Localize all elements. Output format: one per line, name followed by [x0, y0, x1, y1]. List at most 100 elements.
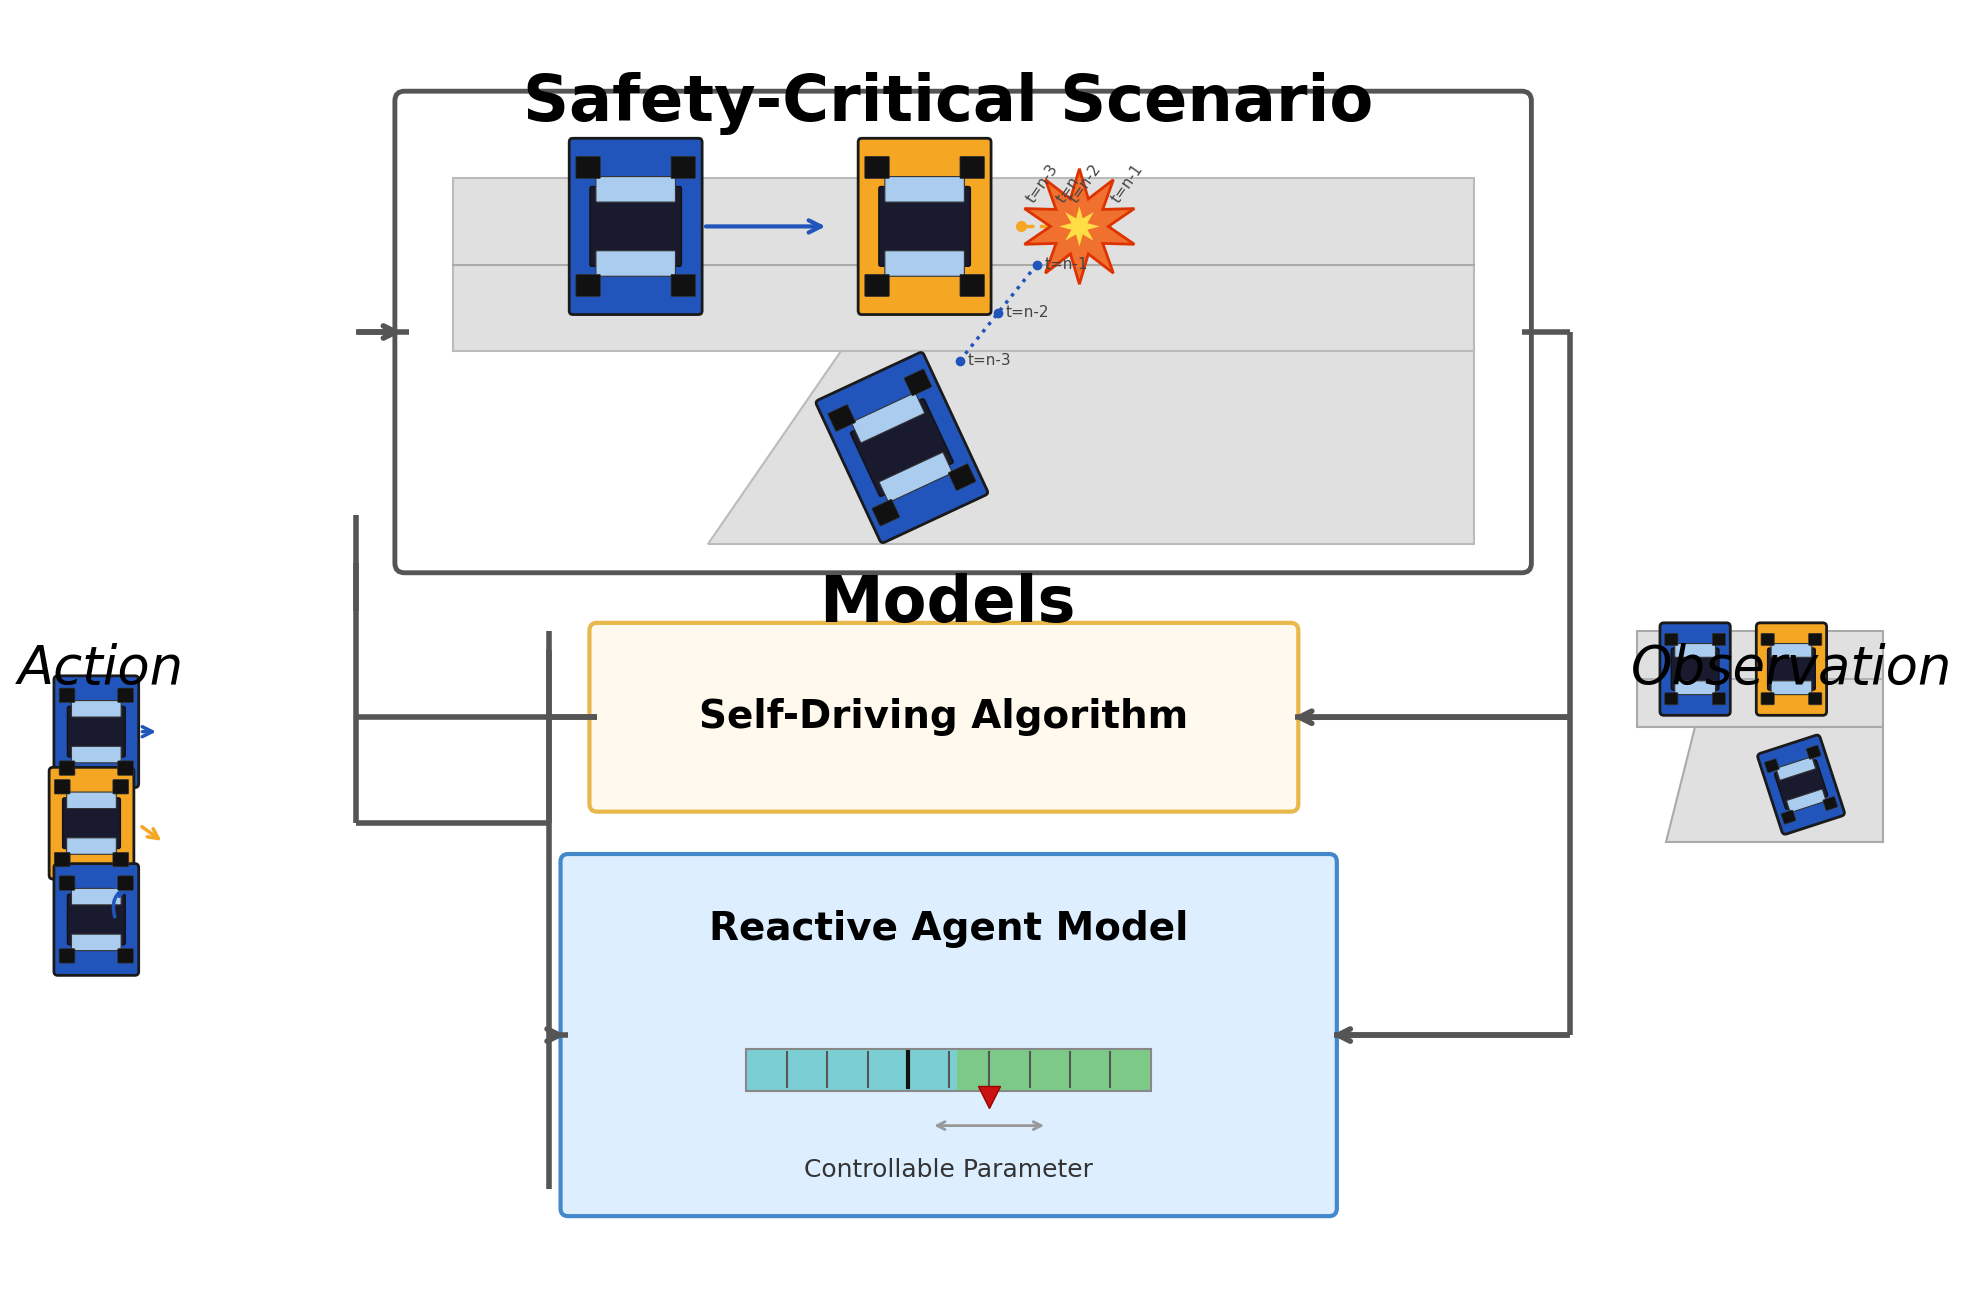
FancyBboxPatch shape [960, 156, 984, 178]
FancyBboxPatch shape [829, 405, 856, 431]
FancyBboxPatch shape [118, 761, 134, 775]
FancyBboxPatch shape [118, 876, 134, 890]
FancyBboxPatch shape [67, 894, 126, 944]
FancyBboxPatch shape [71, 934, 122, 951]
FancyBboxPatch shape [1675, 681, 1716, 694]
FancyBboxPatch shape [569, 138, 703, 315]
FancyBboxPatch shape [1757, 735, 1844, 835]
FancyBboxPatch shape [453, 178, 1474, 351]
Text: t=n-1: t=n-1 [1045, 257, 1088, 272]
FancyBboxPatch shape [53, 676, 138, 787]
Text: t=n: t=n [1053, 173, 1082, 205]
FancyBboxPatch shape [396, 92, 1531, 573]
Text: Controllable Parameter: Controllable Parameter [805, 1158, 1092, 1183]
FancyBboxPatch shape [577, 275, 600, 297]
FancyBboxPatch shape [903, 369, 931, 396]
FancyBboxPatch shape [112, 853, 128, 867]
FancyBboxPatch shape [864, 275, 890, 297]
FancyBboxPatch shape [872, 499, 899, 526]
FancyBboxPatch shape [1661, 623, 1730, 715]
Text: t=n-3: t=n-3 [968, 353, 1012, 369]
FancyBboxPatch shape [1775, 760, 1828, 809]
FancyBboxPatch shape [815, 351, 988, 544]
FancyBboxPatch shape [880, 187, 970, 266]
FancyBboxPatch shape [71, 747, 122, 762]
FancyBboxPatch shape [53, 863, 138, 975]
FancyBboxPatch shape [1765, 759, 1779, 773]
FancyBboxPatch shape [858, 138, 992, 315]
FancyBboxPatch shape [960, 275, 984, 297]
Polygon shape [708, 351, 1474, 544]
FancyBboxPatch shape [1809, 633, 1822, 645]
FancyBboxPatch shape [1665, 693, 1679, 704]
FancyBboxPatch shape [67, 707, 126, 757]
FancyBboxPatch shape [1761, 693, 1775, 704]
FancyBboxPatch shape [850, 399, 953, 497]
FancyBboxPatch shape [671, 156, 695, 178]
FancyBboxPatch shape [1761, 633, 1775, 645]
FancyBboxPatch shape [67, 837, 116, 854]
FancyBboxPatch shape [1665, 633, 1679, 645]
FancyBboxPatch shape [71, 700, 122, 717]
FancyBboxPatch shape [1659, 623, 1730, 716]
FancyBboxPatch shape [49, 768, 134, 878]
FancyBboxPatch shape [55, 779, 71, 793]
FancyBboxPatch shape [1767, 648, 1814, 690]
FancyBboxPatch shape [59, 688, 75, 703]
FancyBboxPatch shape [63, 797, 120, 849]
FancyBboxPatch shape [1781, 810, 1797, 824]
Text: Models: Models [819, 573, 1076, 635]
Polygon shape [1025, 169, 1134, 284]
FancyBboxPatch shape [886, 177, 964, 203]
FancyBboxPatch shape [671, 275, 695, 297]
FancyBboxPatch shape [1822, 796, 1838, 810]
FancyBboxPatch shape [886, 250, 964, 276]
FancyBboxPatch shape [71, 889, 122, 904]
Text: t=n-2: t=n-2 [1006, 306, 1049, 320]
Polygon shape [1059, 206, 1100, 246]
FancyBboxPatch shape [1809, 693, 1822, 704]
FancyBboxPatch shape [1755, 623, 1826, 716]
FancyBboxPatch shape [590, 187, 681, 266]
FancyBboxPatch shape [49, 768, 134, 880]
FancyBboxPatch shape [596, 177, 675, 203]
FancyBboxPatch shape [118, 688, 134, 703]
Text: Action: Action [18, 644, 185, 695]
FancyBboxPatch shape [561, 854, 1336, 1216]
FancyBboxPatch shape [55, 863, 138, 975]
FancyBboxPatch shape [118, 948, 134, 964]
FancyBboxPatch shape [596, 250, 675, 276]
FancyBboxPatch shape [746, 1049, 956, 1091]
FancyBboxPatch shape [1787, 789, 1826, 813]
FancyBboxPatch shape [817, 352, 988, 543]
FancyBboxPatch shape [59, 876, 75, 890]
FancyBboxPatch shape [1675, 644, 1716, 658]
FancyBboxPatch shape [949, 464, 976, 490]
FancyBboxPatch shape [67, 792, 116, 809]
FancyBboxPatch shape [112, 779, 128, 793]
FancyBboxPatch shape [59, 948, 75, 964]
FancyBboxPatch shape [1757, 623, 1826, 715]
FancyBboxPatch shape [858, 137, 992, 316]
Text: Safety-Critical Scenario: Safety-Critical Scenario [523, 72, 1374, 135]
Polygon shape [1637, 631, 1883, 726]
FancyBboxPatch shape [880, 453, 953, 502]
FancyBboxPatch shape [1771, 644, 1813, 658]
FancyBboxPatch shape [1757, 735, 1844, 835]
Text: t=n-2: t=n-2 [1067, 161, 1104, 205]
FancyBboxPatch shape [1777, 757, 1816, 780]
FancyBboxPatch shape [569, 137, 703, 316]
FancyBboxPatch shape [852, 393, 925, 442]
Text: Reactive Agent Model: Reactive Agent Model [708, 911, 1189, 948]
FancyBboxPatch shape [1712, 633, 1726, 645]
FancyBboxPatch shape [590, 623, 1299, 811]
FancyBboxPatch shape [1712, 693, 1726, 704]
FancyBboxPatch shape [55, 676, 138, 788]
FancyBboxPatch shape [1807, 746, 1820, 760]
Text: Self-Driving Algorithm: Self-Driving Algorithm [699, 698, 1189, 737]
Text: t=n-1: t=n-1 [1108, 161, 1145, 205]
Polygon shape [1667, 726, 1883, 842]
Text: Observation: Observation [1631, 644, 1952, 695]
FancyBboxPatch shape [1671, 648, 1718, 690]
FancyBboxPatch shape [577, 156, 600, 178]
